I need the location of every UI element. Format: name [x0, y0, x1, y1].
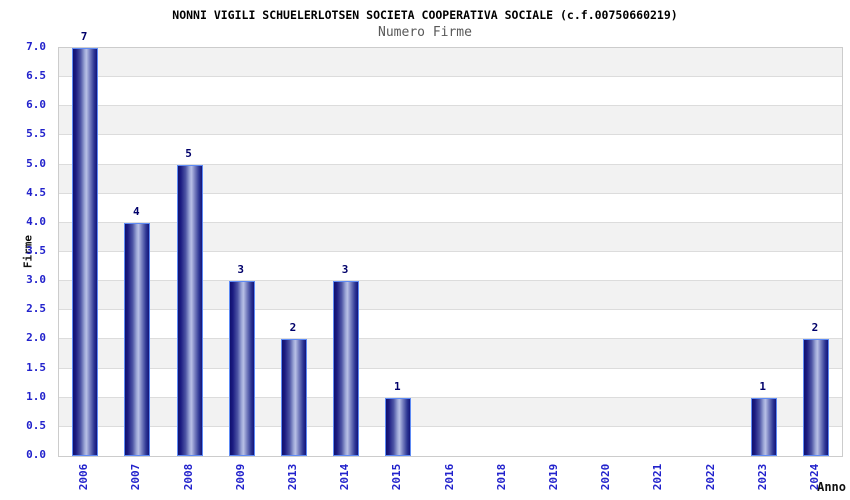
x-tick-label-2020: 2020	[599, 463, 613, 491]
y-tick-label: 5.5	[26, 127, 46, 141]
x-tick-label-2021: 2021	[651, 463, 665, 491]
bar-value-label-2023: 1	[759, 379, 766, 393]
y-tick-label: 7.0	[26, 40, 46, 53]
x-tick-label-2014: 2014	[338, 463, 352, 491]
y-tick-label: 5.0	[26, 156, 46, 170]
grid-band	[59, 48, 842, 78]
bar-value-label-2006: 7	[80, 30, 88, 43]
x-tick-label-2018: 2018	[494, 463, 508, 491]
bar-2009	[228, 281, 255, 456]
bar-2013	[280, 339, 307, 456]
bar-value-label-2015: 1	[393, 379, 401, 393]
x-tick-label-2009: 2009	[233, 463, 247, 491]
y-tick-label: 0.5	[26, 418, 46, 432]
y-tick-label: 6.5	[26, 69, 46, 83]
y-tick-label: 1.5	[26, 360, 46, 374]
x-tick-label-2016: 2016	[442, 463, 456, 491]
chart-subtitle: Numero Firme	[378, 25, 472, 40]
bar-2006	[72, 48, 99, 456]
bar-value-label-2013: 2	[289, 321, 297, 335]
bar-2007	[124, 222, 151, 456]
y-tick-label: 4.0	[26, 214, 46, 228]
bar-2023	[750, 397, 777, 456]
x-tick-label-2019: 2019	[546, 463, 560, 491]
y-tick-label: 3.0	[26, 273, 46, 287]
y-tick-label: 2.0	[26, 331, 46, 345]
y-tick-label: 0.0	[26, 448, 46, 461]
y-tick-label: 3.5	[26, 244, 46, 257]
plot-area	[58, 47, 843, 457]
x-tick-label-2008: 2008	[181, 463, 195, 491]
y-tick-label: 6.0	[26, 98, 46, 112]
bar-2015	[385, 397, 412, 456]
x-tick-label-2006: 2006	[77, 463, 91, 491]
bar-2024	[802, 339, 829, 456]
grid-band	[59, 135, 842, 165]
x-axis-title: Anno	[817, 480, 846, 494]
y-tick-label: 2.5	[26, 302, 46, 316]
x-tick-label-2007: 2007	[129, 463, 143, 491]
grid-band	[59, 106, 842, 136]
bar-value-label-2009: 3	[237, 263, 244, 277]
bar-value-label-2024: 2	[811, 321, 819, 335]
x-tick-label-2023: 2023	[755, 463, 769, 491]
grid-band	[59, 77, 842, 107]
bar-2014	[333, 281, 360, 456]
x-tick-label-2013: 2013	[285, 463, 299, 491]
bar-value-label-2007: 4	[132, 204, 140, 218]
chart-title: NONNI VIGILI SCHUELERLOTSEN SOCIETA COOP…	[172, 8, 678, 22]
bar-2008	[176, 164, 203, 456]
y-tick-label: 1.0	[26, 389, 46, 403]
x-tick-label-2015: 2015	[390, 463, 404, 491]
x-tick-label-2022: 2022	[703, 463, 717, 491]
bar-value-label-2008: 5	[185, 146, 192, 160]
bar-value-label-2014: 3	[341, 263, 349, 277]
y-tick-label: 4.5	[26, 185, 46, 199]
